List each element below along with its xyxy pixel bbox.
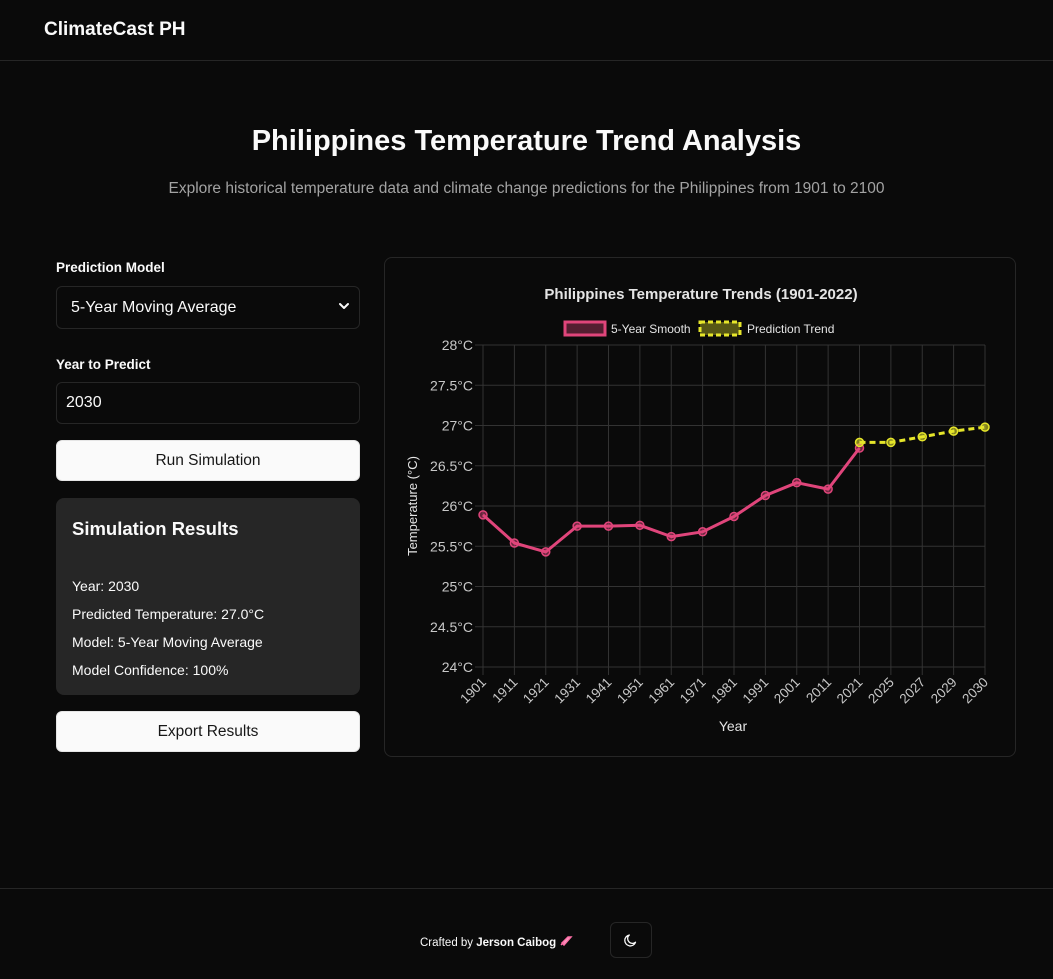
data-point-prediction <box>917 432 927 442</box>
year-label: Year to Predict <box>56 357 151 372</box>
data-point-smooth <box>603 521 614 531</box>
result-predicted-temperature: Predicted Temperature: 27.0°C <box>72 606 265 622</box>
y-axis-label: Temperature (°C) <box>405 456 420 556</box>
y-tick-label: 27°C <box>442 418 473 434</box>
data-point-smooth <box>478 510 488 520</box>
data-point-prediction <box>886 437 896 448</box>
data-point-prediction <box>948 426 959 436</box>
top-navbar: ClimateCast PH <box>0 0 1053 61</box>
data-point-smooth <box>697 527 708 537</box>
x-tick-label: 2027 <box>897 675 929 707</box>
legend-label-smooth: 5-Year Smooth <box>611 322 691 336</box>
theme-toggle-button[interactable] <box>610 922 652 958</box>
run-simulation-button[interactable]: Run Simulation <box>56 440 360 481</box>
y-tick-label: 26.5°C <box>430 458 473 474</box>
x-tick-label: 1921 <box>520 675 552 707</box>
x-axis-label: Year <box>719 718 748 734</box>
model-select-value: 5-Year Moving Average <box>71 298 237 316</box>
x-tick-label: 1971 <box>677 675 709 707</box>
legend-swatch-smooth <box>563 320 607 337</box>
legend-label-prediction: Prediction Trend <box>747 322 834 336</box>
credit-prefix: Crafted by <box>420 937 474 949</box>
result-confidence: Model Confidence: 100% <box>72 662 229 678</box>
results-title: Simulation Results <box>72 518 239 539</box>
y-tick-label: 28°C <box>442 337 473 353</box>
page-subtitle: Explore historical temperature data and … <box>168 180 885 197</box>
data-point-smooth <box>509 538 520 548</box>
data-point-smooth <box>792 477 802 488</box>
model-select[interactable]: 5-Year Moving Average <box>56 286 360 329</box>
temperature-chart-card: Philippines Temperature Trends (1901-202… <box>384 257 1016 757</box>
x-tick-label: 1911 <box>489 675 520 706</box>
year-input[interactable]: 2030 <box>56 382 360 424</box>
chart-title: Philippines Temperature Trends (1901-202… <box>544 286 857 303</box>
y-tick-label: 25.5°C <box>430 538 473 554</box>
result-year: Year: 2030 <box>72 578 140 594</box>
legend-swatch-prediction <box>698 320 742 337</box>
page-title: Philippines Temperature Trend Analysis <box>251 125 802 157</box>
footer: Crafted by Jerson Caibog <box>0 888 1053 979</box>
x-tick-label: 2021 <box>834 675 866 707</box>
y-tick-label: 25°C <box>442 579 473 595</box>
footer-credit: Crafted by Jerson Caibog <box>420 935 574 949</box>
data-point-smooth <box>572 521 582 531</box>
y-tick-label: 26°C <box>442 498 473 514</box>
x-tick-label: 1951 <box>614 675 646 707</box>
x-tick-label: 2030 <box>959 675 991 707</box>
data-point-smooth <box>729 511 739 522</box>
x-tick-label: 2029 <box>928 675 960 707</box>
result-model: Model: 5-Year Moving Average <box>72 634 263 650</box>
data-point-prediction <box>854 437 865 448</box>
brand-logo[interactable]: ClimateCast PH <box>44 19 186 40</box>
x-tick-label: 2001 <box>771 675 803 707</box>
chevron-down-icon <box>339 303 349 309</box>
simulation-results-panel: Simulation Results Year: 2030 Predicted … <box>56 498 360 695</box>
y-tick-label: 27.5°C <box>430 377 473 393</box>
x-tick-label: 1931 <box>551 675 583 707</box>
y-tick-label: 24°C <box>442 659 473 675</box>
x-tick-label: 1941 <box>583 675 615 707</box>
data-point-prediction <box>980 422 990 432</box>
x-tick-label: 1901 <box>457 675 489 707</box>
author-name[interactable]: Jerson Caibog <box>476 937 557 949</box>
x-tick-label: 1991 <box>740 675 772 707</box>
x-tick-label: 2011 <box>803 675 834 706</box>
moon-icon <box>624 934 637 947</box>
series-line-smooth <box>481 447 861 554</box>
temperature-chart: Philippines Temperature Trends (1901-202… <box>405 286 991 734</box>
data-point-smooth <box>666 531 676 542</box>
data-point-smooth <box>541 547 551 557</box>
data-point-smooth <box>635 520 645 531</box>
model-label: Prediction Model <box>56 260 165 275</box>
rocket-icon <box>560 936 574 947</box>
x-tick-label: 1961 <box>646 675 678 707</box>
year-input-value: 2030 <box>66 394 102 411</box>
export-results-button[interactable]: Export Results <box>56 711 360 752</box>
y-tick-label: 24.5°C <box>430 619 473 635</box>
x-tick-label: 2025 <box>865 675 897 707</box>
data-point-smooth <box>760 490 771 501</box>
data-point-smooth <box>823 484 833 494</box>
x-tick-label: 1981 <box>708 675 740 707</box>
